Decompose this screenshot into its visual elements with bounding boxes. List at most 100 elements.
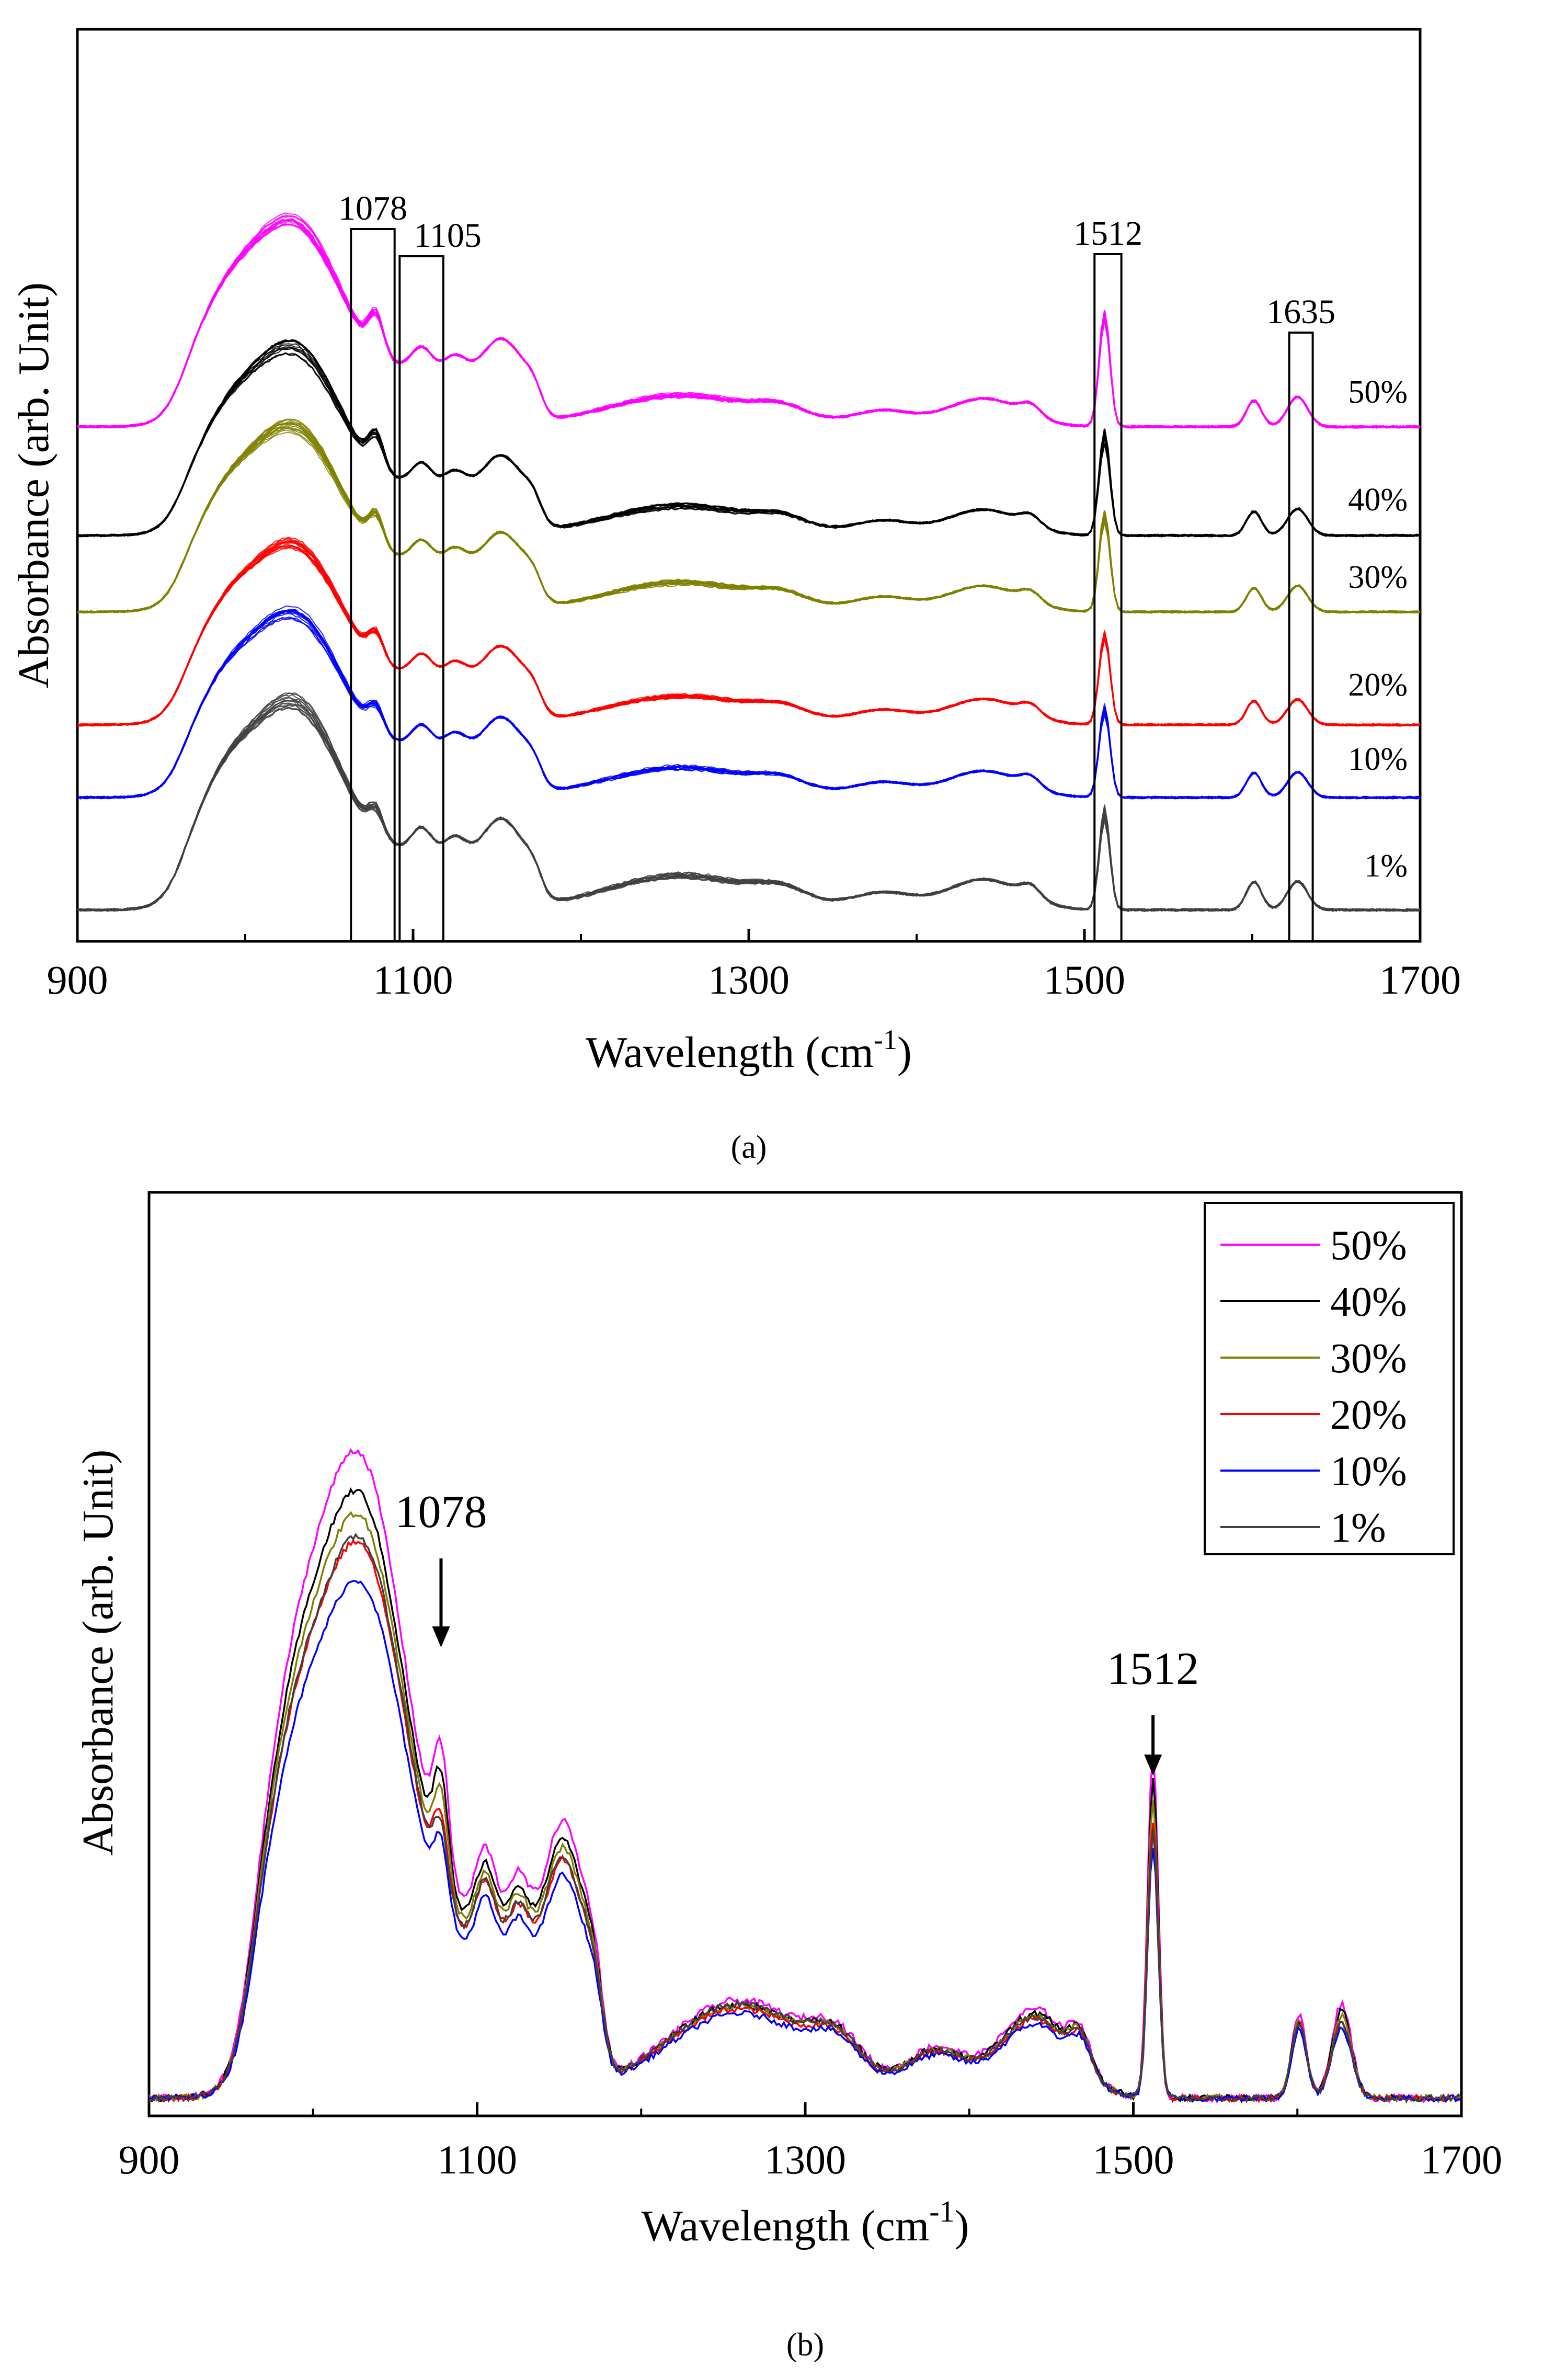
band-box-label: 1078 <box>338 189 407 227</box>
band-box-rect <box>1093 253 1123 942</box>
series-label-40pct: 40% <box>1348 482 1408 518</box>
spectrum-line <box>77 218 1421 429</box>
band-box-1512: 1512 <box>1073 214 1142 942</box>
arrow-label: 1512 <box>1107 1644 1199 1694</box>
series-b-40pct <box>148 1487 1461 2104</box>
legend-box <box>1204 1202 1455 1555</box>
band-box-1105: 1105 <box>398 217 482 942</box>
band-box-label: 1105 <box>414 217 482 255</box>
series-b-1pct <box>148 1532 1461 2103</box>
y-axis-title-a: Absorbance (arb. Unit) <box>9 282 58 689</box>
arrow-1512: 1512 <box>1107 1644 1199 1775</box>
x-tick-label: 1300 <box>764 2137 846 2182</box>
band-box-1078: 1078 <box>338 189 407 942</box>
series-label-50pct: 50% <box>1348 374 1408 410</box>
x-tick-label: 1100 <box>437 2137 517 2182</box>
band-box-label: 1635 <box>1266 293 1335 331</box>
spectrum-line <box>77 219 1421 429</box>
spectrum-line <box>77 223 1421 429</box>
series-a-20pct <box>77 537 1421 727</box>
series-group-a <box>77 212 1421 913</box>
arrow-label: 1078 <box>395 1487 487 1538</box>
x-tick-label: 1500 <box>1044 957 1125 1003</box>
arrow-1078: 1078 <box>395 1487 487 1647</box>
spectrum-line <box>77 339 1421 538</box>
spectrum-line <box>77 537 1421 727</box>
x-tick-label: 1500 <box>1093 2137 1174 2182</box>
legend-item-50pct: 50% <box>1220 1223 1407 1269</box>
spectrum-line <box>77 429 1421 613</box>
spectrum-line <box>77 424 1421 614</box>
series-a-40pct <box>77 339 1421 538</box>
series-a-30pct <box>77 418 1421 614</box>
spectrum-line <box>77 339 1421 538</box>
legend-label: 1% <box>1330 1505 1386 1551</box>
spectrum-line <box>77 419 1421 613</box>
series-group-b <box>148 1448 1461 2104</box>
band-box-1635: 1635 <box>1266 293 1335 942</box>
legend-b: 50% 40% 30% 20% 10% 1% <box>1204 1202 1455 1555</box>
x-tick-label: 1100 <box>373 957 453 1003</box>
spectrum-line <box>77 421 1421 614</box>
spectrum-line <box>77 423 1421 614</box>
spectrum-line <box>77 427 1421 613</box>
band-box-label: 1512 <box>1073 214 1142 253</box>
series-b-20pct <box>148 1539 1461 2103</box>
x-tick-label: 900 <box>119 2137 180 2182</box>
series-a-10pct <box>77 605 1421 800</box>
legend-label: 50% <box>1330 1223 1407 1269</box>
legend-label: 40% <box>1330 1279 1407 1325</box>
spectrum-line <box>77 346 1421 537</box>
spectrum-line <box>77 345 1421 538</box>
band-box-rect <box>1288 332 1314 942</box>
legend-item-10pct: 10% <box>1220 1449 1407 1495</box>
spectrum-line <box>77 223 1421 429</box>
series-b-30pct <box>148 1511 1461 2103</box>
spectrum-line <box>77 418 1421 614</box>
peak-arrows-b: 1078 1512 <box>395 1487 1199 1775</box>
spectrum-line <box>77 696 1421 912</box>
x-tick-label: 900 <box>47 957 108 1003</box>
legend-label: 30% <box>1330 1336 1407 1382</box>
panel-label-b: (b) <box>786 2327 824 2363</box>
x-tick-label: 1700 <box>1421 2137 1502 2182</box>
legend-label: 20% <box>1330 1392 1407 1438</box>
arrow-head <box>432 1626 450 1647</box>
spectrum-line <box>77 212 1420 429</box>
spectrum-line <box>77 214 1421 429</box>
series-b-10pct <box>148 1580 1461 2103</box>
panel-label-a: (a) <box>731 1130 767 1165</box>
x-axis-title-b: Wavelength (cm-1) <box>642 2194 969 2250</box>
legend-item-1pct: 1% <box>1220 1505 1386 1551</box>
x-ticks-b: 900 1100 1300 1500 1700 <box>119 2102 1502 2182</box>
spectrum-line <box>77 424 1421 614</box>
x-tick-label: 1700 <box>1379 957 1461 1003</box>
spectrum-line <box>77 339 1421 538</box>
plot-frame-a <box>76 28 1422 943</box>
spectrum-line <box>77 220 1420 429</box>
band-box-rect <box>350 228 396 942</box>
spectrum-line <box>77 616 1421 800</box>
series-a-50pct <box>77 212 1421 429</box>
y-axis-title-b: Absorbance (arb. Unit) <box>74 1450 122 1856</box>
legend-item-30pct: 30% <box>1220 1336 1407 1382</box>
series-label-1pct: 1% <box>1364 848 1408 884</box>
spectrum-line <box>77 427 1421 614</box>
series-label-30pct: 30% <box>1348 560 1408 595</box>
spectrum-line <box>77 218 1421 429</box>
spectrum-line <box>77 346 1421 538</box>
legend-item-20pct: 20% <box>1220 1392 1407 1438</box>
x-axis-title-a: Wavelength (cm-1) <box>586 1024 912 1077</box>
series-label-10pct: 10% <box>1348 742 1408 777</box>
spectrum-line <box>77 220 1421 429</box>
spectrum-line <box>77 545 1421 726</box>
series-a-1pct <box>77 692 1421 913</box>
arrow-head <box>1144 1755 1162 1775</box>
spectrum-line <box>77 422 1421 614</box>
x-tick-label: 1300 <box>708 957 790 1003</box>
panel-b: 1078 1512 50% 40% 30% 20% 10% 1% 900 1100 1300 15… <box>74 1191 1502 2363</box>
spectrum-line <box>77 223 1421 429</box>
